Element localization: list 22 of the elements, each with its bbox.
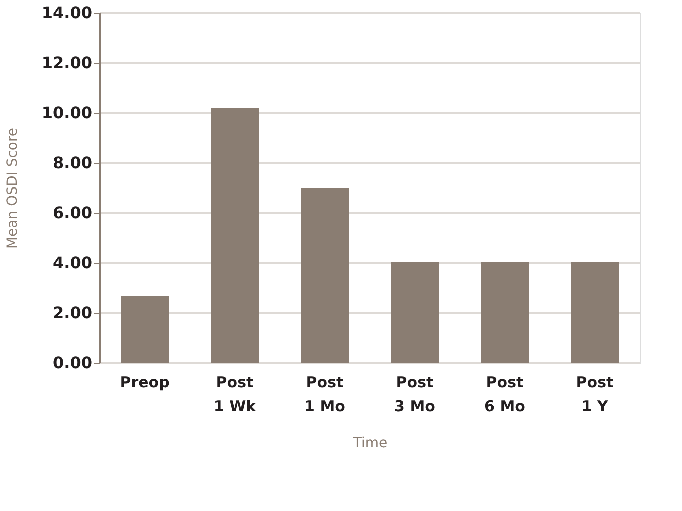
y-tick-label: 12.00 xyxy=(42,54,92,72)
x-axis-title: Time xyxy=(352,436,388,452)
y-tick-label: 10.00 xyxy=(42,104,92,122)
y-tick-label: 4.00 xyxy=(53,254,92,272)
x-tick-label: Preop xyxy=(120,374,170,392)
bar xyxy=(211,108,259,363)
x-tick-label: Post 6 Mo xyxy=(484,374,526,416)
y-tick-label: 2.00 xyxy=(53,304,92,322)
bar xyxy=(571,262,619,363)
y-tick-label: 8.00 xyxy=(53,154,92,172)
y-tick-label: 6.00 xyxy=(53,204,92,222)
bar xyxy=(391,262,439,363)
y-axis-title: Mean OSDI Score xyxy=(4,128,21,250)
x-tick-label: Post 3 Mo xyxy=(394,374,436,416)
bar xyxy=(121,296,169,363)
bar xyxy=(481,262,529,363)
x-tick-label: Post 1 Wk xyxy=(214,374,258,416)
x-tick-label: Post 1 Mo xyxy=(304,374,346,416)
y-tick-label: 14.00 xyxy=(42,4,92,22)
y-tick-label: 0.00 xyxy=(53,354,92,372)
x-tick-label: Post 1 Y xyxy=(576,374,614,416)
bar xyxy=(301,188,349,363)
